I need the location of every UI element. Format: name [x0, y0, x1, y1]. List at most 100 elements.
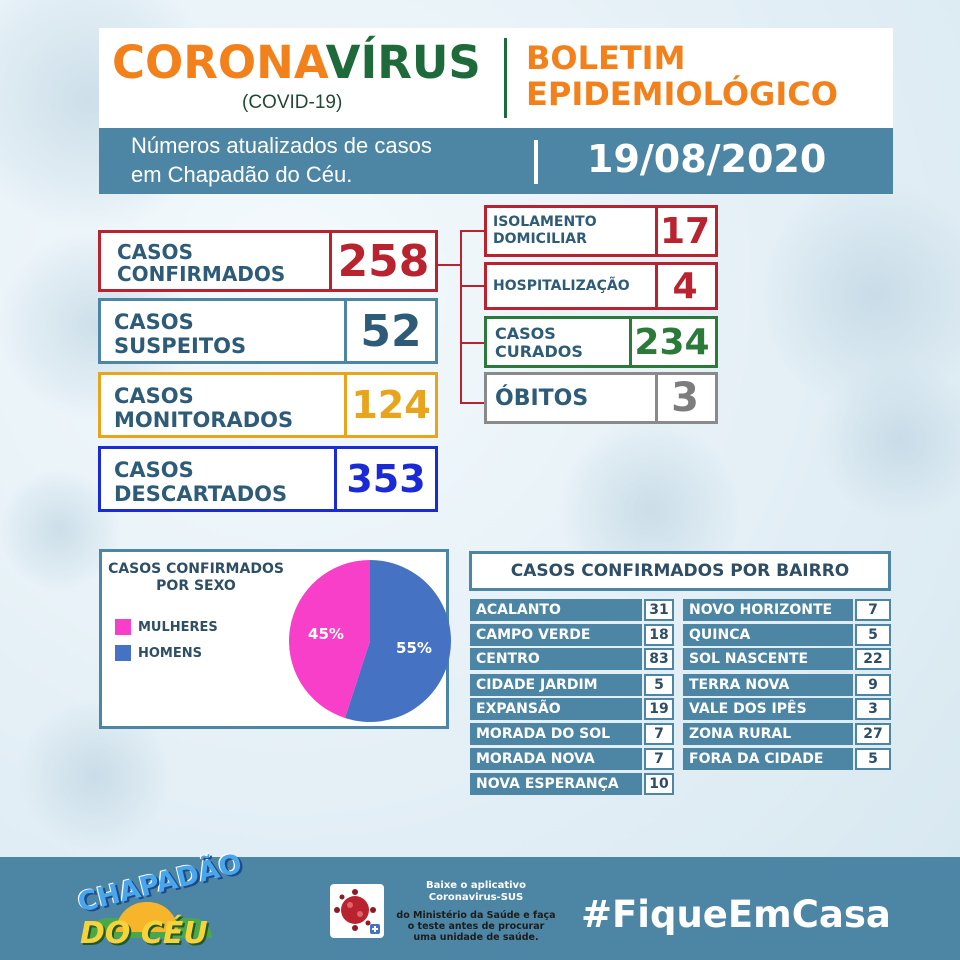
connector-line	[437, 264, 461, 266]
monitorados-value: 124	[351, 383, 431, 427]
bairro-name: ZONA RURAL	[683, 723, 853, 745]
stat-separator	[334, 449, 337, 509]
sexo-title: CASOS CONFIRMADOS POR SEXO	[108, 561, 284, 594]
suspeitos-value: 52	[360, 305, 422, 357]
stat-separator	[629, 319, 632, 365]
bairro-name: MORADA NOVA	[470, 748, 642, 770]
background-virus-decoration	[820, 360, 960, 520]
coronavirus-title: CORONAVÍRUS	[112, 36, 481, 89]
bairro-count: 10	[644, 773, 674, 795]
bairro-count: 19	[644, 698, 674, 720]
bairro-count: 5	[855, 748, 891, 770]
bairro-count: 27	[855, 723, 891, 745]
connector-line	[460, 230, 486, 232]
legend-label-homens: HOMENS	[138, 646, 202, 661]
pie-slice-homens-label: 55%	[396, 639, 432, 657]
update-divider	[534, 140, 538, 184]
bairro-name: NOVO HORIZONTE	[683, 599, 853, 621]
connector-line	[460, 402, 486, 404]
stat-casos-monitorados: CASOS MONITORADOS 124	[98, 372, 438, 438]
bairro-name: CENTRO	[470, 648, 642, 670]
obitos-value: 3	[671, 375, 699, 421]
bairro-count: 7	[855, 599, 891, 621]
stat-isolamento-domiciliar: ISOLAMENTO DOMICILIAR 17	[484, 205, 718, 257]
confirmados-value: 258	[337, 235, 430, 287]
bairro-row: ACALANTO 31	[470, 599, 674, 621]
bairro-name: EXPANSÃO	[470, 698, 642, 720]
boletim-title: BOLETIM EPIDEMIOLÓGICO	[526, 39, 838, 113]
connector-line	[460, 285, 486, 287]
pie-slice-homens	[344, 560, 451, 722]
sexo-pie-chart: 55% 45%	[288, 560, 451, 722]
virus-icon	[334, 889, 380, 934]
bairro-count: 18	[644, 624, 674, 646]
bairro-name: TERRA NOVA	[683, 674, 853, 696]
update-description: Números atualizados de casos em Chapadão…	[131, 133, 432, 187]
legend-swatch-homens	[115, 645, 131, 661]
bairro-count: 5	[855, 624, 891, 646]
bairro-row: ZONA RURAL 27	[683, 723, 891, 745]
stat-casos-curados: CASOS CURADOS 234	[484, 316, 718, 368]
app-download-text: Baixe o aplicativo Coronavirus-SUS	[426, 880, 526, 903]
bairro-count: 22	[855, 648, 891, 670]
header-banner	[99, 28, 893, 128]
stat-separator	[329, 233, 332, 289]
stat-separator	[344, 301, 347, 361]
bairro-row: NOVA ESPERANÇA 10	[470, 773, 674, 795]
pie-slice-mulheres-label: 45%	[308, 625, 344, 643]
app-instructions-text: do Ministério da Saúde e faça o teste an…	[396, 910, 556, 943]
bairro-row: CENTRO 83	[470, 648, 674, 670]
pie-slice-mulheres	[288, 560, 370, 719]
bairro-name: NOVA ESPERANÇA	[470, 773, 642, 795]
bairro-count: 7	[644, 723, 674, 745]
bairro-row: CIDADE JARDIM 5	[470, 674, 674, 696]
stat-separator	[344, 375, 347, 435]
stat-separator	[655, 265, 658, 307]
bairro-count: 7	[644, 748, 674, 770]
bulletin-date: 19/08/2020	[587, 137, 827, 181]
stat-casos-descartados: CASOS DESCARTADOS 353	[98, 446, 438, 512]
logo-do-ceu-text: DO CÉU	[80, 916, 208, 951]
bairro-name: VALE DOS IPÊS	[683, 698, 853, 720]
connector-line	[460, 230, 462, 403]
bairro-title: CASOS CONFIRMADOS POR BAIRRO	[469, 551, 891, 591]
bairro-row: MORADA DO SOL 7	[470, 723, 674, 745]
bairro-row: NOVO HORIZONTE 7	[683, 599, 891, 621]
bairro-row: TERRA NOVA 9	[683, 674, 891, 696]
hospitalizacao-value: 4	[672, 265, 698, 307]
legend-label-mulheres: MULHERES	[138, 620, 218, 635]
bairro-row: SOL NASCENTE 22	[683, 648, 891, 670]
curados-value: 234	[634, 321, 710, 363]
bairro-name: ACALANTO	[470, 599, 642, 621]
bairro-name: QUINCA	[683, 624, 853, 646]
stat-obitos: ÓBITOS 3	[484, 372, 718, 424]
isolamento-value: 17	[659, 210, 711, 252]
bairro-name: SOL NASCENTE	[683, 648, 853, 670]
covid-subtitle: (COVID-19)	[242, 92, 343, 113]
bairro-name: FORA DA CIDADE	[683, 748, 853, 770]
bairro-count: 5	[644, 674, 674, 696]
connector-line	[460, 342, 486, 344]
hashtag-fique-em-casa: #FiqueEmCasa	[581, 893, 891, 936]
bairro-count: 9	[855, 674, 891, 696]
coronavirus-sus-app-icon	[330, 884, 384, 938]
bairro-row: VALE DOS IPÊS 3	[683, 698, 891, 720]
stat-casos-confirmados: CASOS CONFIRMADOS 258	[98, 230, 438, 292]
bairro-row: QUINCA 5	[683, 624, 891, 646]
bairro-count: 83	[644, 648, 674, 670]
bairro-name: MORADA DO SOL	[470, 723, 642, 745]
stat-hospitalizacao: HOSPITALIZAÇÃO 4	[484, 262, 718, 310]
bairro-row: FORA DA CIDADE 5	[683, 748, 891, 770]
descartados-value: 353	[346, 457, 426, 501]
update-bar	[99, 128, 893, 194]
legend-swatch-mulheres	[115, 619, 131, 635]
stat-separator	[655, 208, 658, 254]
stat-separator	[655, 375, 658, 421]
bairro-count: 31	[644, 599, 674, 621]
bairro-row: EXPANSÃO 19	[470, 698, 674, 720]
bairro-count: 3	[855, 698, 891, 720]
bairro-row: MORADA NOVA 7	[470, 748, 674, 770]
bairro-name: CIDADE JARDIM	[470, 674, 642, 696]
stat-casos-suspeitos: CASOS SUSPEITOS 52	[98, 298, 438, 364]
bairro-row: CAMPO VERDE 18	[470, 624, 674, 646]
